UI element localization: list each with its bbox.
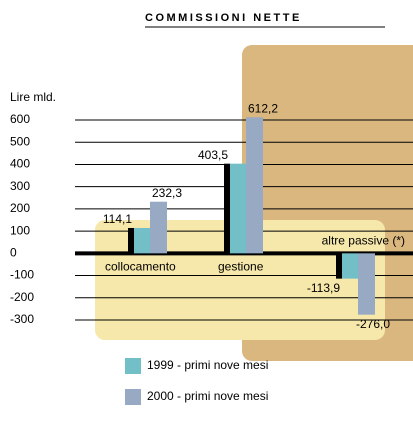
value-label: 232,3: [152, 186, 182, 200]
bar-shadow: [336, 253, 342, 279]
x-tick-label: altre passive (*): [322, 234, 405, 248]
bar: [150, 201, 167, 254]
bar: [134, 227, 150, 254]
x-tick-label: gestione: [218, 260, 264, 274]
y-axis-label: Lire mld.: [10, 90, 56, 104]
legend-swatch: [125, 389, 141, 405]
y-tick-label: 200: [10, 201, 30, 215]
y-tick-label: -200: [10, 290, 34, 304]
background-panel: [95, 220, 385, 340]
legend-label: 1999 - primi nove mesi: [147, 358, 268, 372]
value-label: -276,0: [356, 317, 390, 331]
chart-title: COMMISSIONI NETTE: [145, 12, 302, 24]
y-tick-label: 100: [10, 223, 30, 237]
bar: [358, 253, 375, 315]
y-tick-label: -300: [10, 312, 34, 326]
bar-shadow: [224, 163, 230, 254]
value-label: -113,9: [307, 281, 340, 295]
bar: [246, 117, 263, 254]
value-label: 403,5: [198, 148, 228, 162]
legend-swatch: [125, 358, 141, 374]
value-label: 612,2: [248, 101, 278, 115]
y-tick-label: 600: [10, 112, 30, 126]
x-tick-label: collocamento: [105, 260, 176, 274]
y-tick-label: 500: [10, 134, 30, 148]
bar-shadow: [128, 227, 134, 254]
value-label: 114,1: [103, 212, 132, 226]
y-tick-label: 400: [10, 157, 30, 171]
y-tick-label: -100: [10, 268, 34, 282]
bar: [342, 253, 358, 279]
y-tick-label: 300: [10, 179, 30, 193]
bar: [230, 163, 246, 254]
legend-label: 2000 - primi nove mesi: [147, 389, 268, 403]
y-tick-label: 0: [10, 246, 17, 260]
